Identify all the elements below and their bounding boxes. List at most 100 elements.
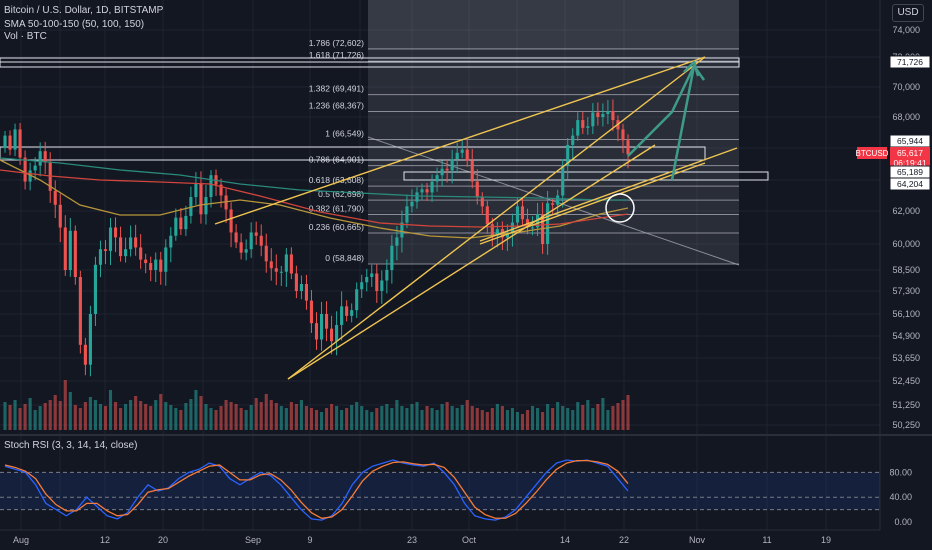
- volume-bar: [134, 396, 138, 430]
- volume-bar: [445, 402, 449, 430]
- candle-body: [189, 197, 193, 216]
- price-tick-label: 54,900: [892, 331, 920, 341]
- candle-body: [239, 242, 243, 253]
- price-box-tag: [889, 55, 931, 69]
- candle-body: [571, 135, 575, 145]
- volume-bar: [189, 399, 193, 430]
- candle-body: [520, 206, 525, 220]
- candle-body: [425, 189, 429, 193]
- candle-body: [470, 160, 474, 182]
- volume-bar: [234, 404, 238, 430]
- date-tick-label: 11: [762, 535, 771, 545]
- candle-body: [264, 245, 268, 262]
- candle-body: [269, 261, 273, 269]
- volume-bar: [365, 410, 369, 430]
- volume-bar: [48, 400, 52, 430]
- candle-body: [229, 209, 233, 233]
- volume-bar: [314, 410, 319, 430]
- candle-body: [73, 230, 77, 277]
- candle-body: [405, 206, 409, 223]
- price-box-label: 65,944: [897, 136, 923, 146]
- volume-legend: Vol · BTC: [4, 31, 47, 42]
- date-tick-label: 9: [307, 535, 312, 545]
- arrowhead: [683, 60, 700, 77]
- price-box-label: 64,204: [897, 179, 923, 189]
- volume-bar: [154, 400, 158, 430]
- candle-body: [134, 237, 138, 248]
- candle-body: [294, 273, 298, 291]
- channel-line: [287, 56, 706, 380]
- volume-bar: [289, 402, 293, 430]
- price-box-label: 65,189: [897, 167, 923, 177]
- volume-bar: [606, 410, 610, 430]
- price-tick-label: 58,500: [892, 265, 920, 275]
- volume-bar: [23, 404, 27, 430]
- price-tick-label: 70,000: [892, 82, 920, 92]
- volume-bar: [425, 406, 429, 430]
- candle-body: [28, 170, 32, 182]
- date-tick-label: Oct: [462, 535, 477, 545]
- candle-body: [566, 144, 570, 166]
- volume-bar: [204, 404, 208, 430]
- fib-level-label: 0.5 (62,698): [318, 189, 364, 199]
- volume-bar: [324, 408, 329, 430]
- candle-body: [390, 245, 394, 270]
- volume-bar: [360, 406, 364, 430]
- stoch-tick-label: 80.00: [889, 467, 912, 477]
- sma-legend: SMA 50-100-150 (50, 100, 150): [4, 19, 145, 30]
- current-price-tag: [890, 147, 930, 159]
- candle-body: [33, 165, 37, 171]
- volume-bar: [259, 402, 263, 430]
- volume-bar: [63, 380, 67, 430]
- volume-bar: [385, 404, 389, 430]
- candle-body: [510, 222, 515, 233]
- fib-level-label: 0.382 (61,790): [309, 203, 364, 213]
- channel-line: [479, 162, 706, 245]
- volume-bar: [596, 404, 600, 430]
- volume-bar: [304, 406, 309, 430]
- fib-level-label: 0 (58,848): [325, 253, 364, 263]
- date-tick-label: 12: [100, 535, 110, 545]
- candle-body: [63, 227, 67, 270]
- candle-body: [93, 264, 97, 314]
- candle-body: [385, 270, 389, 281]
- candle-body: [209, 175, 213, 198]
- candle-body: [314, 323, 319, 340]
- channel-line: [287, 144, 656, 380]
- currency-button[interactable]: USD: [892, 4, 924, 22]
- volume-bar: [470, 406, 474, 430]
- chart-title: Bitcoin / U.S. Dollar, 1D, BITSTAMP: [4, 5, 164, 16]
- volume-bar: [299, 400, 303, 430]
- volume-bar: [159, 394, 163, 430]
- support-box-upper: [0, 146, 706, 161]
- candle-body: [179, 217, 183, 230]
- candle-body: [611, 111, 615, 121]
- candle-body: [144, 259, 148, 264]
- date-tick-label: 22: [619, 535, 629, 545]
- volume-bar: [490, 408, 494, 430]
- projection-arrow: [627, 64, 706, 157]
- volume-bar: [124, 404, 128, 430]
- volume-bar: [269, 400, 273, 430]
- volume-bar: [586, 400, 590, 430]
- volume-bar: [601, 398, 605, 430]
- volume-bar: [319, 412, 324, 430]
- fib-zone-top: [368, 0, 739, 50]
- current-price-label: 65,617: [897, 148, 923, 158]
- volume-bar: [139, 401, 143, 430]
- fib-zone: [368, 0, 739, 264]
- date-tick-label: 19: [821, 535, 831, 545]
- volume-bar: [591, 408, 595, 430]
- volume-bar: [551, 408, 555, 430]
- volume-bar: [495, 404, 499, 430]
- price-box-label: 71,726: [897, 57, 923, 67]
- volume-bar: [38, 406, 42, 430]
- price-tick-label: 74,000: [892, 25, 920, 35]
- volume-bar: [340, 410, 344, 430]
- volume-bar: [108, 390, 113, 430]
- volume-bar: [435, 410, 439, 430]
- volume-bar: [626, 395, 630, 430]
- candle-body: [370, 273, 374, 277]
- volume-bar: [164, 402, 168, 430]
